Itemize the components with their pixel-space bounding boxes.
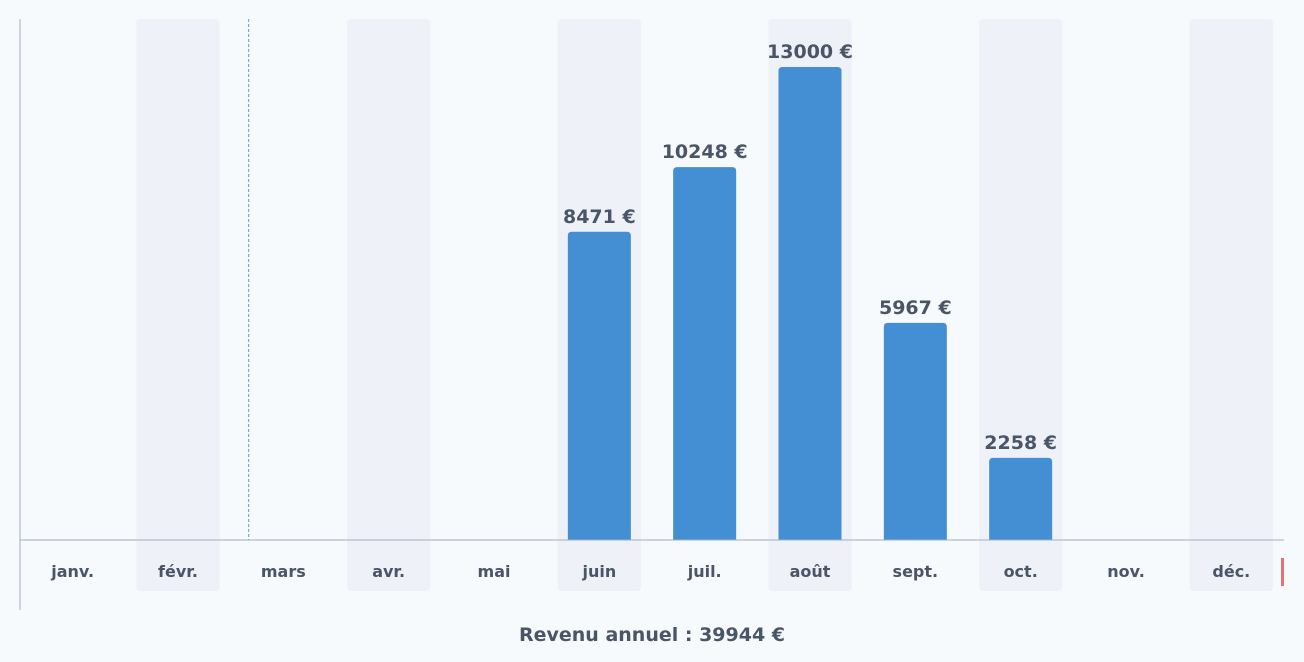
annual-revenue-total: Revenu annuel : 39944 €	[518, 624, 786, 646]
month-band	[347, 19, 431, 591]
value-label: 10248 €	[662, 141, 748, 163]
month-label: nov.	[1107, 562, 1145, 581]
month-label: déc.	[1212, 562, 1250, 581]
month-label: mars	[261, 562, 306, 581]
value-label: 13000 €	[767, 41, 853, 63]
month-label: août	[790, 562, 831, 581]
value-label: 8471 €	[563, 206, 636, 228]
month-label: juin	[581, 562, 616, 581]
bar-juil.[interactable]	[673, 167, 737, 540]
value-labels-group: 8471 € 10248 € 13000 € 5967 € 2258 €	[563, 41, 1057, 454]
month-band	[979, 19, 1063, 591]
bar-oct.[interactable]	[989, 457, 1053, 540]
month-label: juil.	[687, 562, 722, 581]
bars-group	[567, 67, 1053, 540]
bar-sept.[interactable]	[883, 322, 947, 540]
month-band	[136, 19, 220, 591]
month-labels-group: janv. févr. mars avr. mai juin juil. août sept. o…	[50, 562, 1250, 581]
month-band	[1189, 19, 1273, 591]
value-label: 2258 €	[984, 432, 1057, 454]
bar-août[interactable]	[778, 67, 842, 540]
bar-juin[interactable]	[567, 231, 631, 540]
month-label: mai	[478, 562, 511, 581]
month-label: févr.	[158, 562, 198, 581]
month-label: sept.	[893, 562, 939, 581]
month-label: avr.	[372, 562, 405, 581]
value-label: 5967 €	[879, 297, 952, 319]
year-end-marker	[1281, 558, 1284, 586]
month-label: janv.	[50, 562, 94, 581]
month-label: oct.	[1004, 562, 1038, 581]
